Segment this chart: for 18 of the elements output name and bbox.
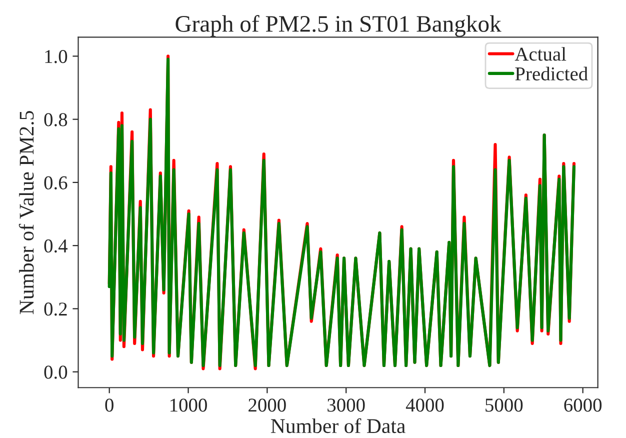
y-tick-label: 0.8 <box>44 113 68 126</box>
x-tick-label: 1000 <box>170 398 207 412</box>
y-axis-title: Number of Value PM2.5 <box>18 111 34 314</box>
y-tick-label: 0.2 <box>44 302 67 316</box>
x-tick-label: 3000 <box>328 398 365 412</box>
chart-title: Graph of PM2.5 in ST01 Bangkok <box>176 15 502 37</box>
x-tick-label: 2000 <box>248 398 286 412</box>
x-tick-label: 5000 <box>486 398 523 412</box>
legend-label: Predicted <box>515 66 588 80</box>
x-tick-label: 6000 <box>564 398 602 412</box>
legend-label: Actual <box>514 47 566 61</box>
y-tick-label: 0.4 <box>44 239 68 253</box>
x-axis-title: Number of Data <box>270 418 406 434</box>
y-tick-label: 0.6 <box>44 176 68 190</box>
x-tick-label: 4000 <box>406 398 444 412</box>
x-tick-label: 0 <box>105 398 114 412</box>
y-tick-label: 1.0 <box>45 50 68 64</box>
y-tick-label: 0.0 <box>44 366 68 379</box>
